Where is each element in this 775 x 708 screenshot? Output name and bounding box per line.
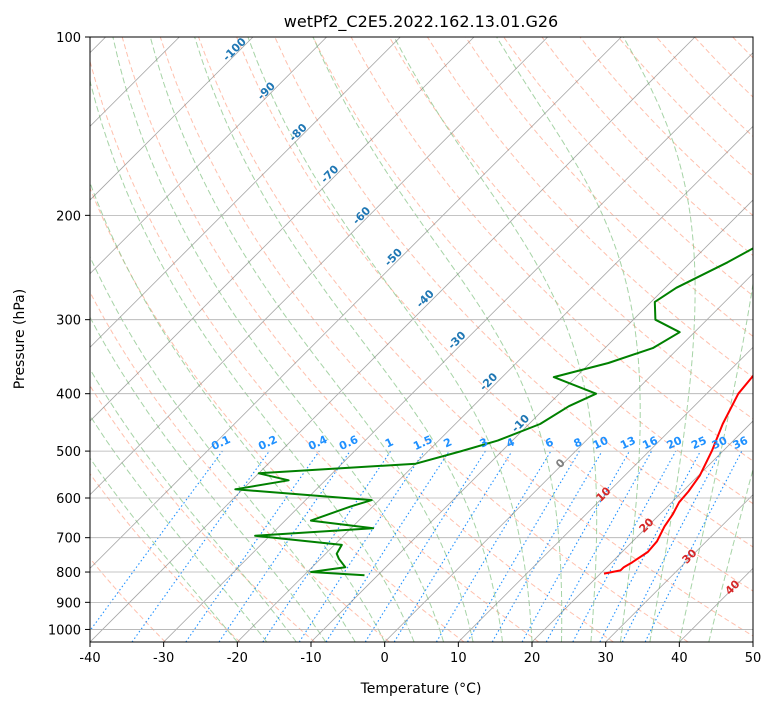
mixing-ratio-label: 13 bbox=[618, 434, 637, 452]
dry-adiabats bbox=[90, 37, 753, 642]
x-tick-label: 10 bbox=[450, 651, 467, 666]
y-tick-label: 200 bbox=[56, 209, 81, 224]
x-axis-label: Temperature (°C) bbox=[360, 681, 482, 697]
y-tick-label: 400 bbox=[56, 388, 81, 403]
isotherm-lines bbox=[90, 37, 753, 642]
mixing-ratio-line bbox=[545, 450, 653, 642]
dewpoint-line bbox=[234, 247, 753, 577]
profile-series bbox=[234, 247, 753, 577]
y-axis-ticks: 100 200 300 400 500 600 700 800 900 1000 bbox=[48, 31, 90, 638]
plot-frame bbox=[89, 36, 754, 643]
mixing-ratio-line bbox=[644, 450, 743, 642]
mixing-ratio-label: 36 bbox=[731, 434, 751, 452]
moist-adiabat bbox=[90, 457, 238, 642]
mixing-ratio-line bbox=[572, 450, 677, 642]
isotherm-line bbox=[90, 37, 327, 275]
moist-adiabat bbox=[496, 37, 641, 642]
mixing-ratio-line bbox=[131, 450, 270, 642]
mixing-ratio-label: 20 bbox=[665, 434, 685, 452]
moist-adiabat bbox=[90, 414, 268, 642]
chart-title: wetPf2_C2E5.2022.162.13.01.G26 bbox=[284, 12, 558, 32]
temperature-line bbox=[603, 374, 753, 575]
isotherm-line bbox=[90, 37, 475, 422]
mixing-ratio-lines bbox=[90, 450, 743, 642]
y-tick-label: 500 bbox=[56, 445, 81, 460]
moist-adiabat bbox=[112, 37, 445, 642]
isotherm-line bbox=[90, 37, 622, 569]
y-tick-label: 800 bbox=[56, 566, 81, 581]
dry-adiabat bbox=[274, 37, 753, 548]
mixing-ratio-label: 16 bbox=[640, 434, 660, 452]
x-tick-label: -40 bbox=[79, 651, 100, 666]
mixing-ratio-line bbox=[185, 450, 320, 642]
isotherm-line bbox=[237, 125, 753, 642]
y-tick-label: 100 bbox=[56, 31, 81, 46]
dry-adiabat bbox=[503, 37, 753, 297]
dry-adiabat bbox=[90, 59, 540, 642]
x-tick-label: 40 bbox=[671, 651, 688, 666]
mixing-ratio-line bbox=[298, 450, 425, 642]
dry-adiabat bbox=[198, 37, 753, 637]
x-tick-label: -20 bbox=[227, 651, 248, 666]
moist-adiabat bbox=[90, 181, 386, 642]
mixing-ratio-line bbox=[262, 450, 392, 642]
x-tick-label: 0 bbox=[381, 651, 389, 666]
mixing-ratio-label: 30 bbox=[710, 434, 730, 452]
dry-adiabat bbox=[159, 37, 689, 642]
y-tick-label: 1000 bbox=[48, 623, 81, 638]
dry-adiabat bbox=[426, 37, 753, 378]
y-tick-label: 900 bbox=[56, 596, 81, 611]
isobar-grid bbox=[90, 37, 753, 630]
dry-adiabat bbox=[350, 37, 753, 462]
x-tick-label: 50 bbox=[745, 651, 762, 666]
moist-adiabat bbox=[90, 78, 415, 642]
dry-adiabat bbox=[90, 384, 316, 642]
mixing-ratio-line bbox=[218, 450, 351, 642]
moist-adiabat bbox=[312, 37, 563, 642]
isotherm-line bbox=[90, 37, 254, 201]
mixing-ratio-line bbox=[521, 450, 630, 642]
isotherm-line bbox=[384, 273, 753, 642]
x-axis-ticks: -40 -30 -20 -10 0 10 20 30 40 50 bbox=[79, 642, 761, 666]
moist-adiabats bbox=[90, 37, 753, 642]
dry-adiabat bbox=[90, 186, 465, 642]
y-tick-label: 300 bbox=[56, 314, 81, 329]
dry-adiabat bbox=[121, 37, 614, 642]
isotherm-line bbox=[458, 346, 753, 642]
mixing-ratio-line bbox=[90, 450, 223, 632]
isotherm-line bbox=[531, 420, 753, 642]
mixing-ratio-line bbox=[325, 450, 450, 642]
isotherm-line bbox=[605, 494, 753, 642]
y-axis-label: Pressure (hPa) bbox=[12, 289, 28, 389]
mixing-ratio-label: 10 bbox=[591, 434, 611, 452]
y-tick-label: 600 bbox=[56, 492, 81, 507]
isotherm-line bbox=[90, 37, 548, 496]
y-tick-label: 700 bbox=[56, 532, 81, 547]
dry-adiabat bbox=[90, 291, 390, 642]
moist-adiabat bbox=[149, 37, 474, 642]
moist-adiabat bbox=[393, 37, 598, 642]
moist-adiabat bbox=[678, 280, 753, 642]
x-tick-label: -10 bbox=[300, 651, 321, 666]
x-tick-label: -30 bbox=[153, 651, 174, 666]
x-tick-label: 30 bbox=[597, 651, 614, 666]
moist-adiabat bbox=[622, 37, 696, 642]
dry-adiabat bbox=[90, 557, 166, 642]
moist-adiabat bbox=[90, 255, 356, 642]
isotherm-line bbox=[163, 52, 753, 642]
isotherm-line bbox=[90, 37, 401, 348]
isotherm-line bbox=[310, 199, 753, 642]
mixing-ratio-label: 25 bbox=[689, 434, 708, 452]
x-tick-label: 20 bbox=[524, 651, 541, 666]
isotherm-line bbox=[90, 37, 696, 642]
mixing-ratio-line bbox=[393, 450, 513, 642]
dry-adiabat bbox=[236, 37, 753, 592]
moist-adiabat bbox=[247, 37, 533, 642]
dry-adiabat bbox=[90, 472, 241, 642]
